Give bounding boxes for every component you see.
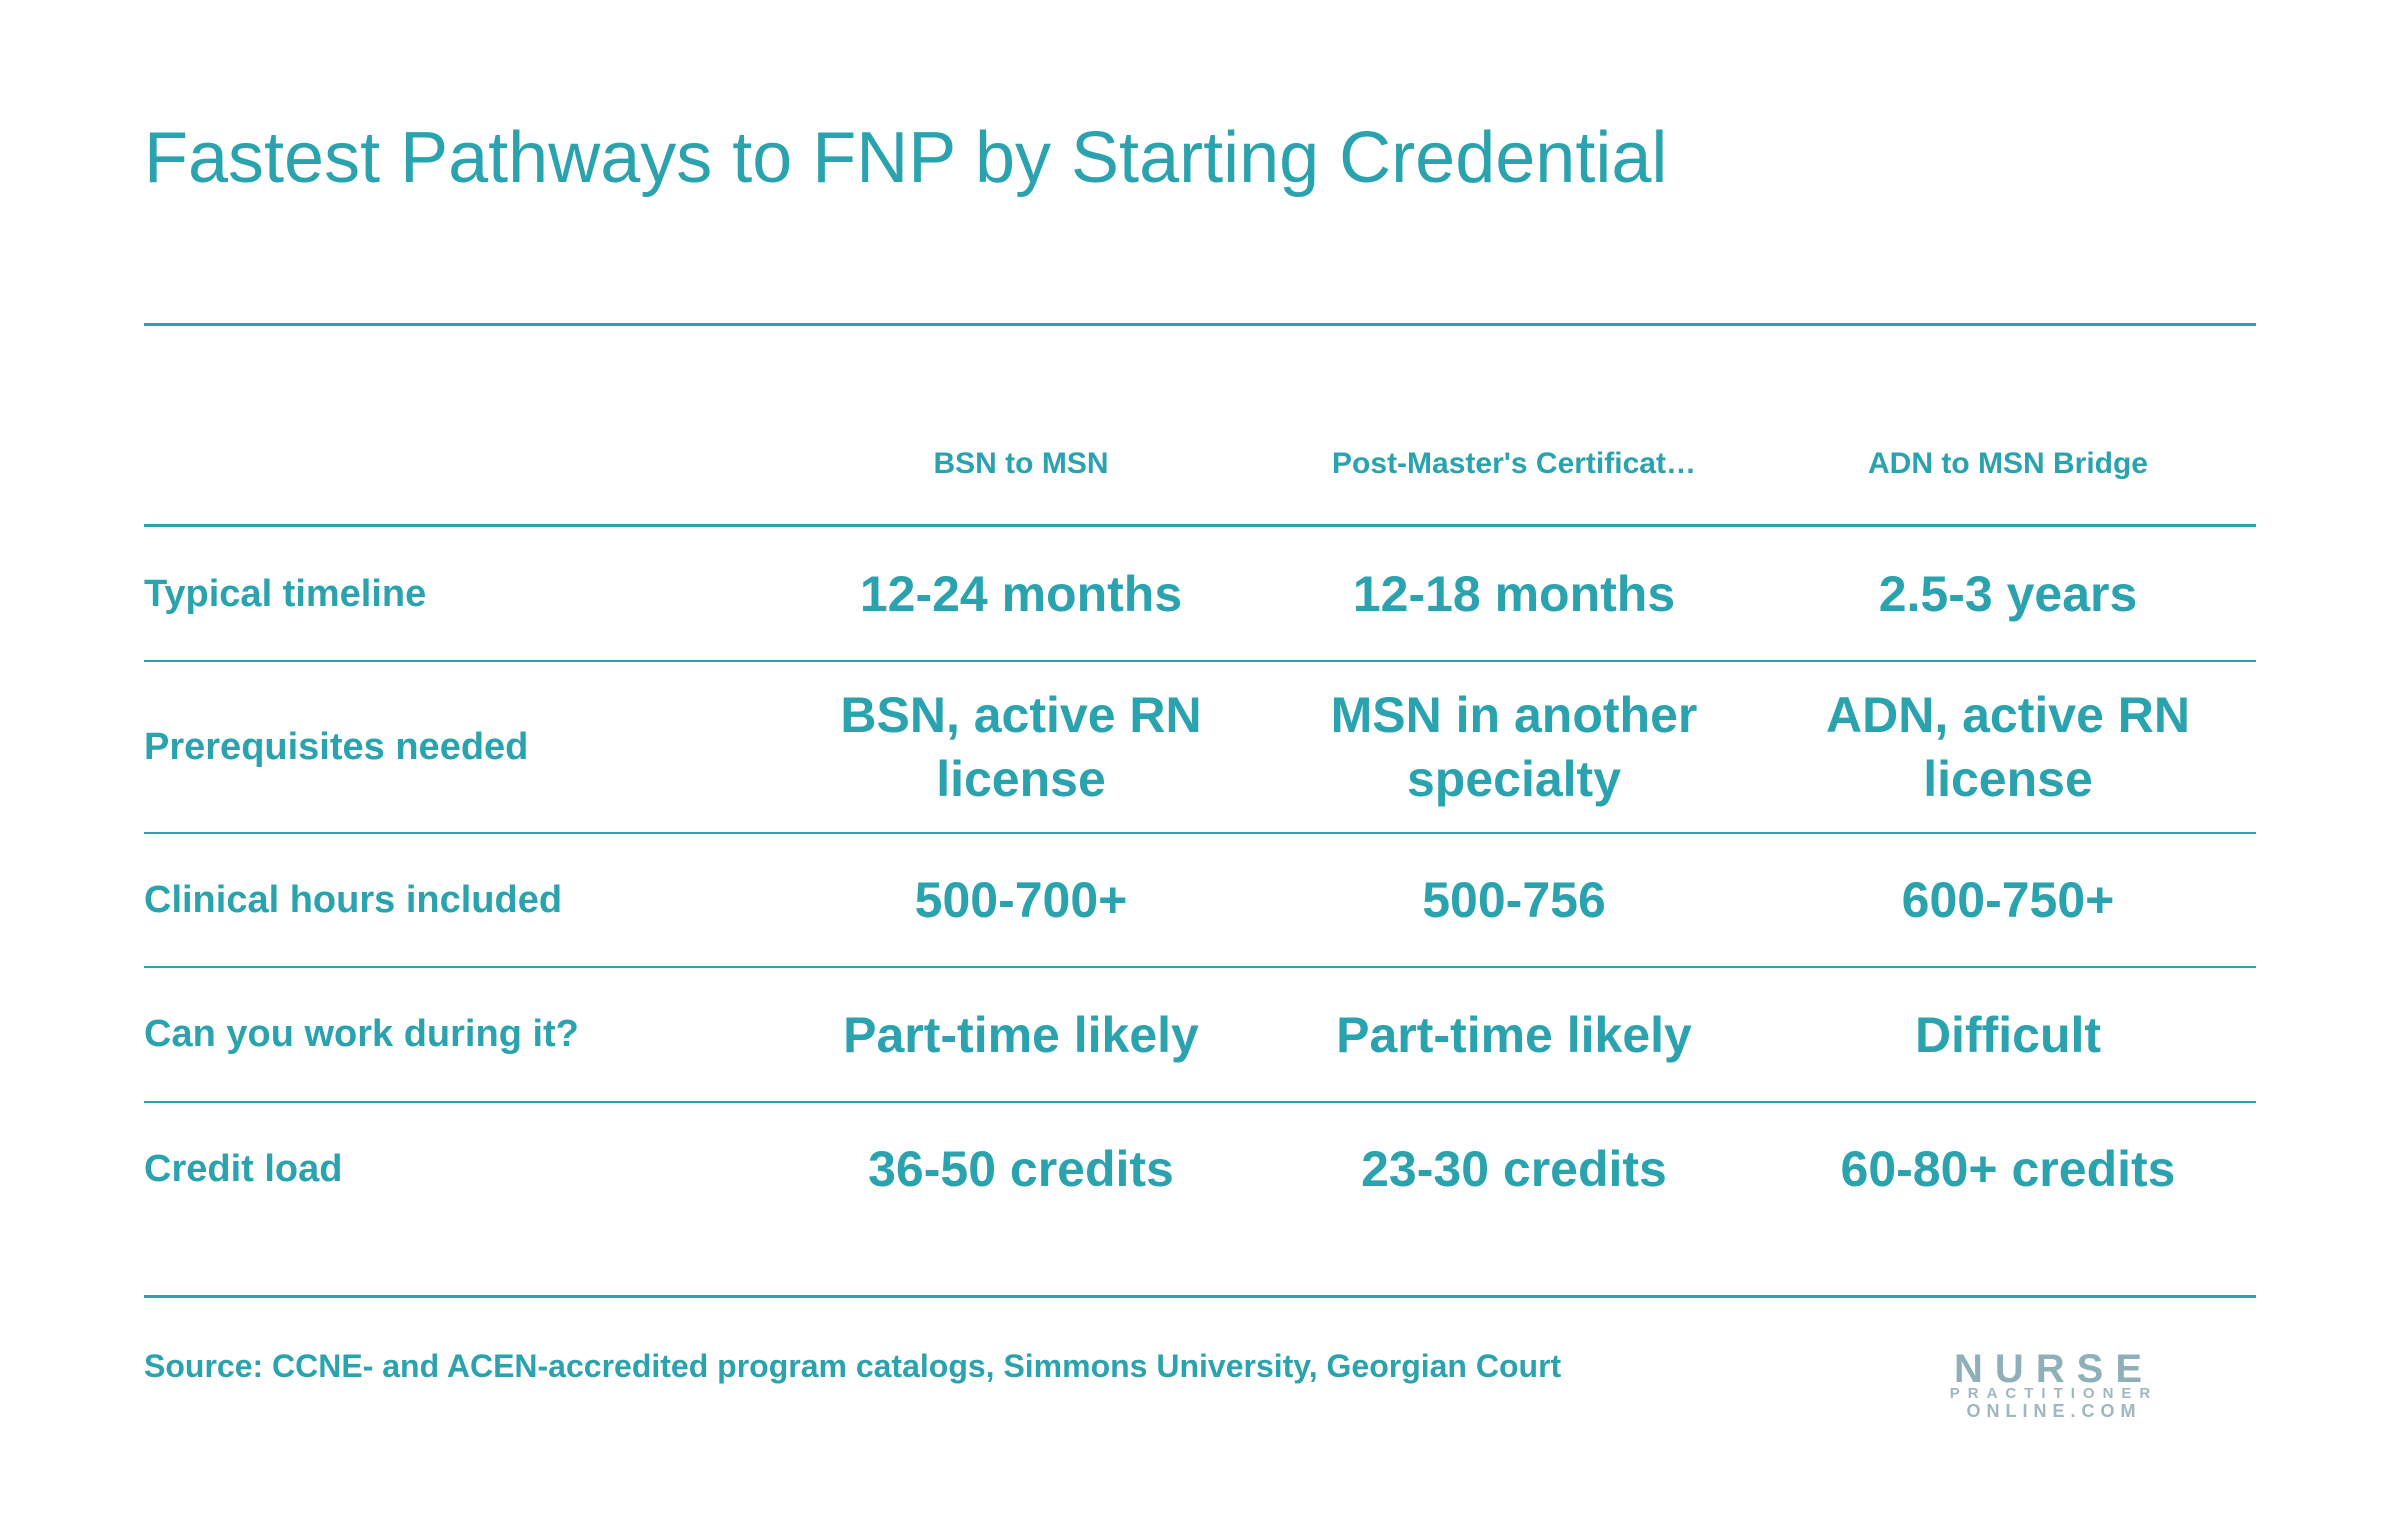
- divider: [144, 1295, 2256, 1298]
- divider: [144, 524, 2256, 527]
- row-label: Can you work during it?: [144, 1013, 579, 1055]
- divider: [144, 966, 2256, 968]
- logo-word: ONLINE.COM: [1966, 1401, 2142, 1421]
- divider: [144, 323, 2256, 326]
- table-cell: MSN in another specialty: [1330, 687, 1698, 807]
- table-cell: 500-700+: [914, 872, 1128, 928]
- table-cell: 600-750+: [1901, 872, 2115, 928]
- table-cell: Part-time likely: [1336, 1006, 1692, 1063]
- source-note: Source: CCNE- and ACEN-accredited progra…: [144, 1348, 1562, 1384]
- table-cell: 23-30 credits: [1361, 1141, 1667, 1197]
- table-cell: 36-50 credits: [868, 1141, 1174, 1197]
- column-header: Post-Master's Certificat…: [1332, 447, 1696, 480]
- table-cell: Difficult: [1914, 1006, 2102, 1063]
- divider: [144, 832, 2256, 834]
- table-cell: ADN, active RN license: [1826, 687, 2190, 807]
- table-cell: Part-time likely: [843, 1006, 1199, 1063]
- row-label: Prerequisites needed: [144, 725, 529, 768]
- table-cell: 60-80+ credits: [1840, 1141, 2176, 1197]
- divider: [144, 660, 2256, 662]
- title: Fastest Pathways to FNP by Starting Cred…: [144, 118, 1668, 198]
- logo: NURSE PRACTITIONER ONLINE.COM: [1906, 1347, 2202, 1421]
- logo-word: PRACTITIONER: [1949, 1385, 2159, 1402]
- table-cell: 12-24 months: [859, 566, 1183, 622]
- divider: [144, 1101, 2256, 1103]
- column-header: BSN to MSN: [933, 447, 1109, 480]
- table-cell: 500-756: [1422, 872, 1606, 928]
- table-cell: 12-18 months: [1352, 566, 1676, 622]
- logo-word: NURSE: [1953, 1347, 2155, 1391]
- row-label: Credit load: [144, 1147, 343, 1190]
- column-header: ADN to MSN Bridge: [1868, 447, 2148, 480]
- table-cell: BSN, active RN license: [840, 687, 1202, 807]
- table-cell: 2.5-3 years: [1878, 566, 2138, 622]
- row-label: Typical timeline: [144, 572, 427, 615]
- row-label: Clinical hours included: [144, 878, 563, 921]
